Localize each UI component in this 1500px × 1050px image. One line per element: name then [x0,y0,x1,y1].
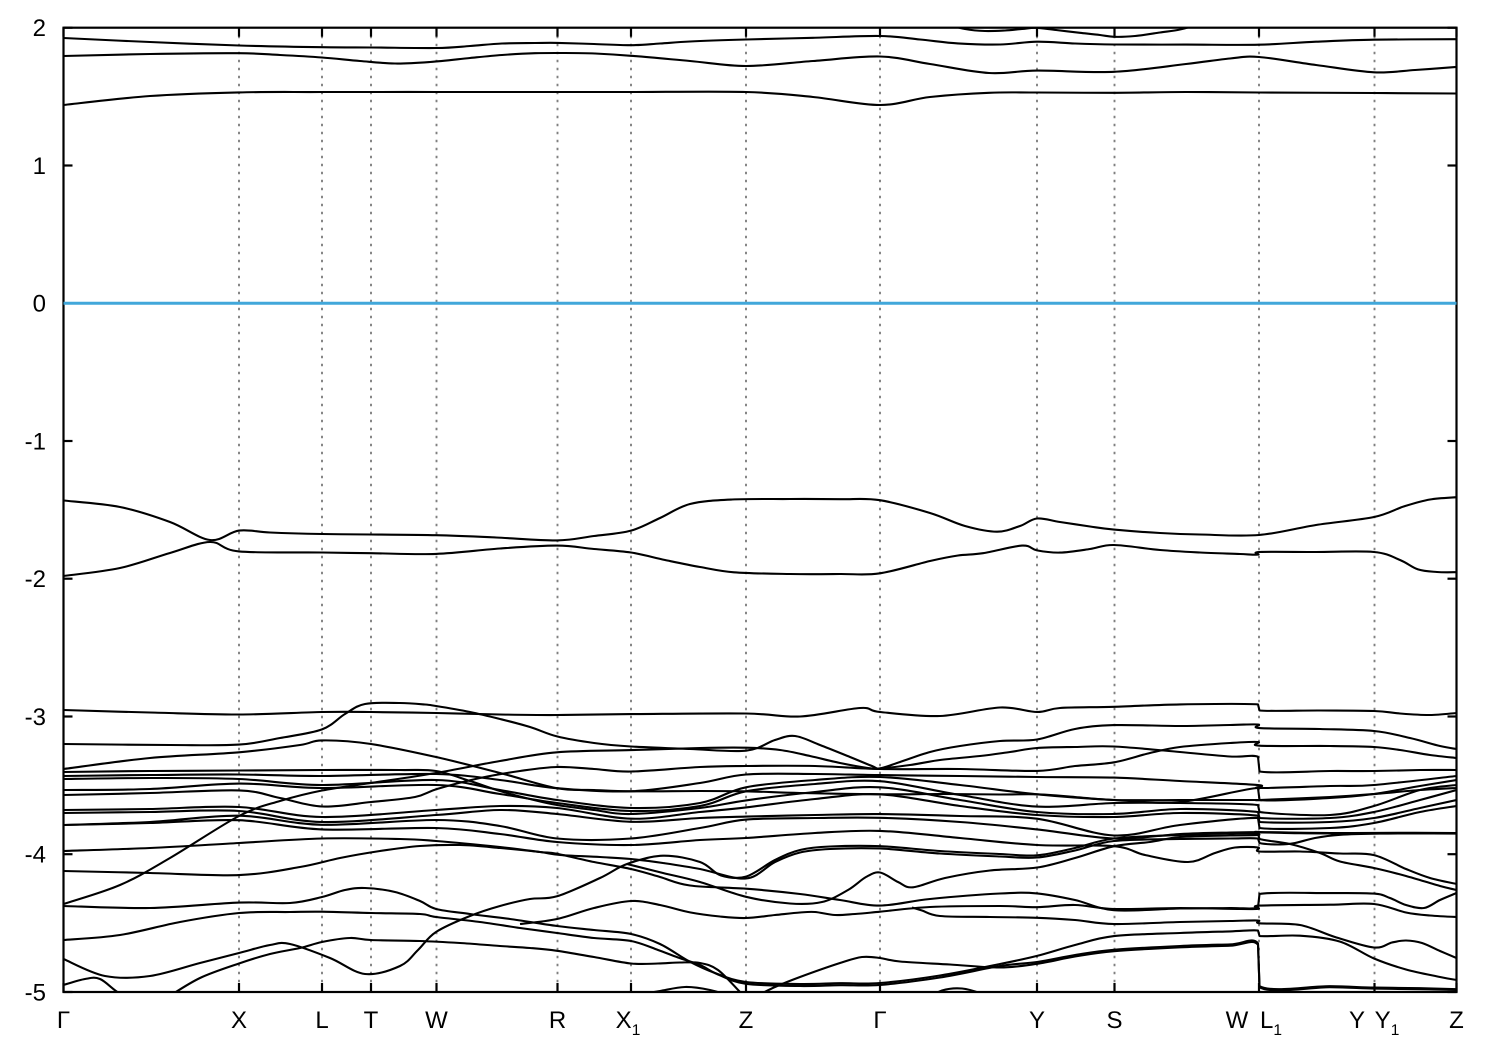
svg-text:Y: Y [1029,1007,1045,1034]
svg-text:W: W [1226,1007,1249,1034]
svg-text:R: R [549,1007,566,1034]
svg-text:X: X [231,1007,247,1034]
svg-text:1: 1 [33,153,46,180]
svg-text:0: 0 [33,291,46,318]
svg-text:Γ: Γ [873,1007,886,1034]
svg-text:L: L [315,1007,328,1034]
svg-text:Γ: Γ [57,1007,70,1034]
svg-text:Y: Y [1349,1007,1365,1034]
svg-text:2: 2 [33,15,46,42]
svg-text:Z: Z [1449,1007,1464,1034]
svg-text:-3: -3 [25,704,46,731]
svg-text:-2: -2 [25,566,46,593]
svg-text:S: S [1106,1007,1122,1034]
svg-text:-5: -5 [25,980,46,1007]
svg-text:-4: -4 [25,842,46,869]
svg-text:W: W [425,1007,448,1034]
svg-text:T: T [364,1007,379,1034]
svg-text:-1: -1 [25,429,46,456]
svg-text:Z: Z [739,1007,754,1034]
